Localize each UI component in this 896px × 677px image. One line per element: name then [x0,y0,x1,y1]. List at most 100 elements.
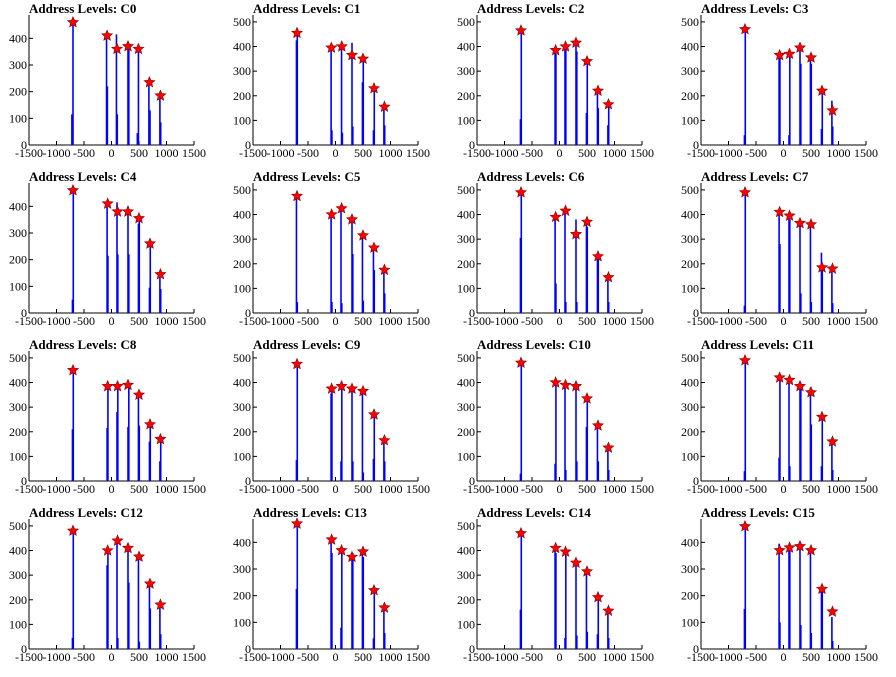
peak-star-marker [345,48,359,61]
peak-star-marker [773,205,786,218]
peak-star-marker [367,583,381,596]
y-tick-label: 100 [681,449,699,463]
peak-star-marker [826,262,839,274]
x-tick-label: 0 [781,314,787,328]
x-tick-label: 500 [802,314,820,328]
y-tick-label: 300 [233,400,251,414]
chart-panel-3: Address Levels: C30100200300400500-1500-… [681,1,878,160]
peak-star-marker [345,382,359,394]
x-tick-label: 500 [802,650,820,664]
y-tick-label: 200 [9,253,27,267]
x-tick-label: 500 [578,314,596,328]
peak-star-marker [549,541,562,554]
x-tick-label: 1000 [827,482,851,496]
peak-star-marker [335,379,348,392]
y-tick-label: 200 [233,257,251,271]
x-tick-label: -1500 [687,314,715,328]
peak-star-marker [804,386,818,398]
y-tick-label: 0 [21,474,27,488]
x-tick-label: 0 [557,146,563,160]
x-tick-label: 500 [578,650,596,664]
peak-star-marker [121,541,135,554]
peak-star-marker [602,441,615,453]
y-tick-label: 0 [21,306,27,320]
y-tick-label: 400 [9,199,27,213]
peak-star-marker [356,229,370,241]
peak-star-marker [514,186,528,198]
x-tick-label: 500 [578,146,596,160]
y-tick-label: 100 [9,617,27,631]
y-tick-label: 500 [681,183,699,197]
x-tick-label: 500 [354,650,372,664]
x-tick-label: -1500 [15,650,43,664]
x-tick-label: 1000 [603,314,627,328]
peak-star-marker [132,211,146,224]
peak-star-marker [591,590,605,603]
x-tick-label: 0 [109,314,115,328]
peak-star-marker [559,204,572,217]
peak-star-marker [826,435,839,447]
chart-title: Address Levels: C8 [29,337,137,352]
y-tick-label: 100 [233,449,251,463]
y-tick-label: 100 [233,113,251,127]
chart-title: Address Levels: C3 [701,1,809,16]
y-tick-label: 0 [693,138,699,152]
chart-title: Address Levels: C5 [253,169,361,184]
y-tick-label: 100 [457,113,475,127]
peak-star-marker [367,241,381,253]
y-tick-label: 500 [457,183,475,197]
peak-star-marker [121,39,135,52]
x-tick-label: -1500 [463,482,491,496]
x-tick-label: 500 [354,146,372,160]
x-tick-label: -500 [521,314,543,328]
peak-star-marker [111,205,124,217]
peak-star-marker [101,29,114,41]
x-tick-label: -500 [521,650,543,664]
x-tick-label: 1000 [603,482,627,496]
peak-star-marker [793,216,807,229]
peak-star-marker [121,205,135,217]
x-tick-label: 0 [557,650,563,664]
peak-star-marker [738,354,752,366]
y-tick-label: 0 [469,642,475,656]
peak-star-marker [110,42,124,55]
y-tick-label: 100 [233,615,251,629]
y-tick-label: 200 [681,425,699,439]
x-tick-label: -1000 [43,650,71,664]
y-tick-label: 300 [681,64,699,78]
x-tick-label: -1000 [491,482,519,496]
x-tick-label: 0 [781,650,787,664]
peak-star-marker [132,388,146,401]
y-tick-label: 200 [681,89,699,103]
peak-star-marker [111,534,124,546]
y-tick-label: 0 [245,474,251,488]
chart-title: Address Levels: C1 [253,1,360,16]
x-tick-label: 1500 [854,146,878,160]
x-tick-label: -1500 [239,146,267,160]
peak-star-marker [143,577,157,589]
peak-star-marker [66,363,80,376]
peak-star-marker [773,543,786,556]
x-tick-label: 0 [333,314,339,328]
peak-star-marker [132,42,145,55]
x-tick-label: 1000 [155,482,179,496]
y-tick-label: 400 [457,208,475,222]
x-tick-label: -500 [521,146,543,160]
peak-star-marker [591,84,605,97]
y-tick-label: 100 [9,279,27,293]
peak-star-marker [773,371,786,383]
y-tick-label: 300 [233,232,251,246]
x-tick-label: 500 [130,482,148,496]
x-tick-label: -1000 [267,146,295,160]
chart-panel-12: Address Levels: C12 0 100 200 300 400 500 -1500… [9,505,206,664]
x-tick-label: 1000 [827,146,851,160]
x-tick-label: -500 [745,650,767,664]
y-tick-label: 400 [681,40,699,54]
y-tick-label: 400 [233,40,251,54]
peak-star-marker [143,237,157,249]
peak-star-marker [345,550,359,563]
peak-star-marker [101,197,114,209]
y-tick-label: 200 [457,425,475,439]
peak-star-marker [738,22,752,35]
